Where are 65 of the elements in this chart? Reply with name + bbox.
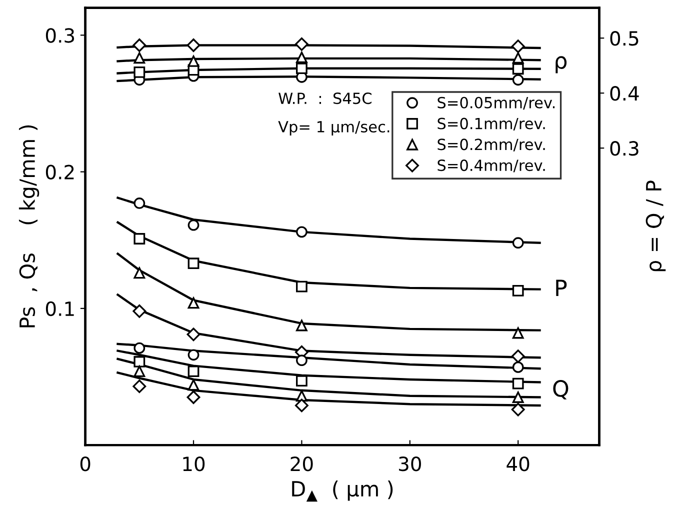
point bbox=[188, 258, 200, 270]
point bbox=[186, 328, 200, 342]
annotation: ρ bbox=[556, 56, 567, 74]
point bbox=[512, 284, 524, 296]
point bbox=[511, 402, 525, 416]
point bbox=[186, 38, 200, 52]
point bbox=[134, 342, 146, 354]
y2-tick-label: 0.5 bbox=[610, 31, 638, 46]
annotation: Vp= 1 μm/sec. bbox=[278, 121, 390, 136]
y-axis-title: Ps , Qs ( kg/mm ) bbox=[18, 125, 40, 328]
point bbox=[134, 366, 146, 377]
point bbox=[132, 38, 146, 52]
legend-label: S=0.1mm/rev. bbox=[438, 118, 545, 131]
point bbox=[294, 37, 308, 51]
point bbox=[294, 398, 308, 412]
point bbox=[296, 226, 308, 238]
point bbox=[188, 219, 200, 231]
point bbox=[296, 320, 308, 332]
point bbox=[296, 52, 308, 64]
point bbox=[512, 63, 524, 75]
y2-tick-label: 0.4 bbox=[610, 86, 639, 101]
point bbox=[296, 62, 308, 74]
point bbox=[512, 378, 524, 390]
point bbox=[296, 354, 308, 366]
point bbox=[512, 392, 524, 403]
legend-label: S=0.05mm/rev. bbox=[438, 96, 555, 110]
x-tick-label: 10 bbox=[183, 456, 205, 472]
point bbox=[188, 349, 200, 361]
point bbox=[134, 52, 146, 64]
x-tick-label: 0 bbox=[80, 456, 90, 472]
line-series bbox=[116, 342, 541, 370]
point bbox=[134, 267, 146, 279]
annotation: W.P. : S45C bbox=[278, 92, 372, 104]
legend-label: S=0.2mm/rev. bbox=[438, 138, 545, 152]
x-tick-label: 20 bbox=[290, 456, 313, 472]
point bbox=[134, 66, 146, 78]
point bbox=[512, 237, 524, 249]
x-tick-label: 30 bbox=[399, 456, 421, 472]
point bbox=[132, 380, 146, 394]
line-series bbox=[116, 294, 541, 359]
point bbox=[512, 327, 524, 339]
point bbox=[511, 350, 525, 363]
point bbox=[188, 366, 200, 377]
point bbox=[132, 304, 146, 318]
x-tick-label: 40 bbox=[506, 456, 530, 472]
point bbox=[134, 356, 146, 368]
legend-label: S=0.4mm/rev. bbox=[438, 160, 545, 172]
y2-axis-title: ρ = Q / P bbox=[646, 180, 666, 272]
point bbox=[296, 280, 308, 292]
point bbox=[512, 361, 524, 373]
point bbox=[512, 74, 524, 86]
point bbox=[134, 233, 146, 244]
x-axis-title: D$_{▲}$ ( μm ) bbox=[292, 480, 393, 502]
annotation: P bbox=[556, 280, 567, 296]
y2-tick-label: 0.3 bbox=[610, 141, 638, 156]
y-tick-label: 0.1 bbox=[46, 301, 74, 316]
point bbox=[296, 375, 308, 387]
annotation: Q bbox=[553, 380, 568, 400]
point bbox=[511, 40, 525, 54]
point bbox=[512, 52, 524, 64]
y-tick-label: 0.3 bbox=[46, 28, 74, 43]
y-tick-label: 0.2 bbox=[46, 164, 74, 180]
point bbox=[188, 297, 200, 309]
point bbox=[186, 390, 200, 404]
point bbox=[134, 198, 146, 209]
